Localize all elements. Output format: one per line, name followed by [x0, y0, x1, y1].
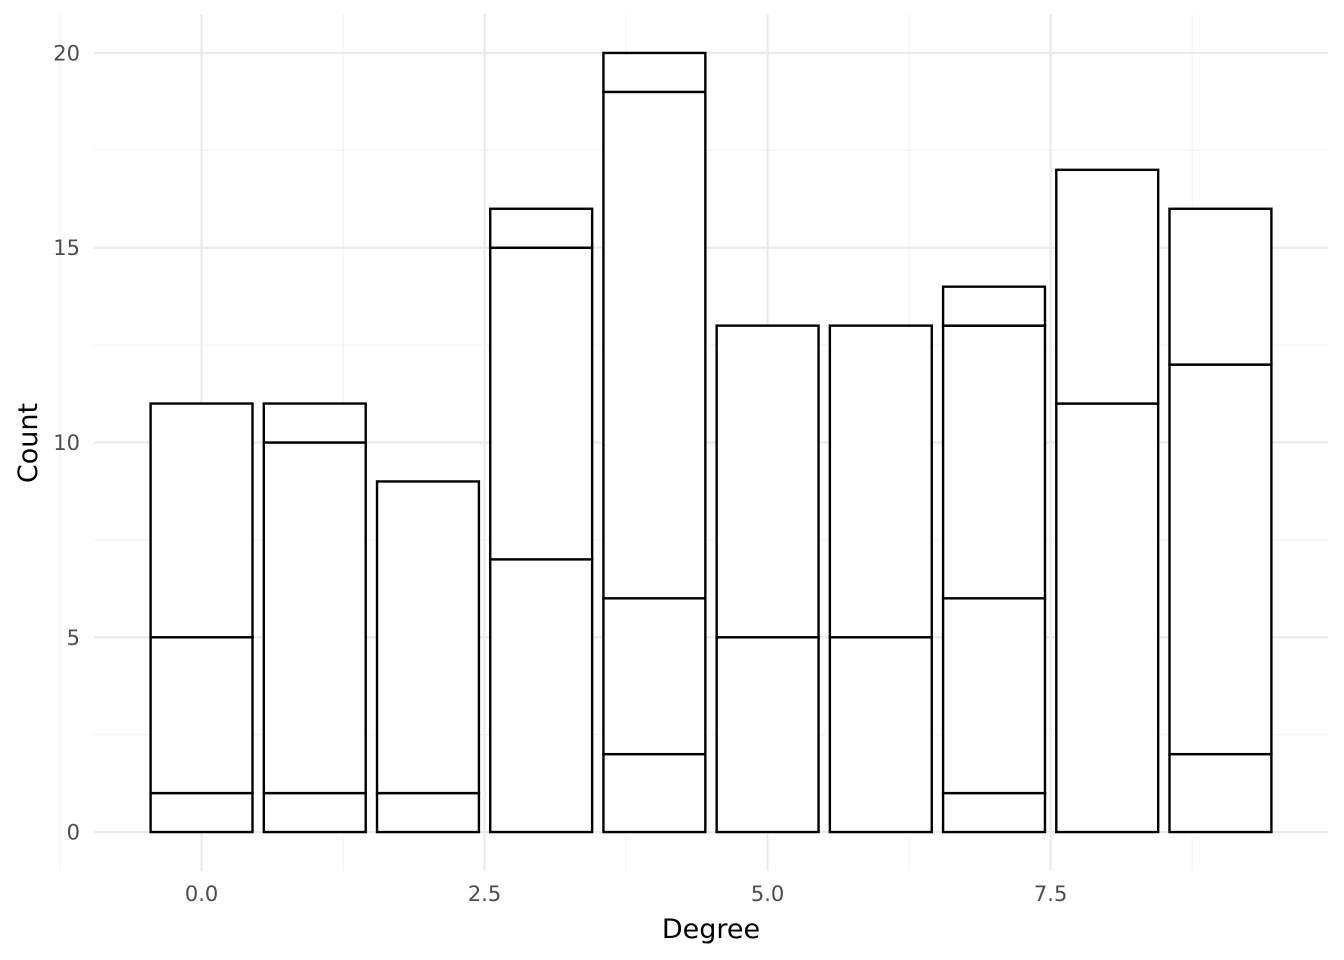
bar: [149, 402, 254, 834]
bar-segment: [1055, 402, 1160, 834]
y-tick-label: 10: [53, 431, 80, 455]
bar-segment: [489, 246, 594, 561]
bar-segment: [149, 791, 254, 834]
x-axis-ticks: 0.0 2.5 5.0 7.5: [185, 882, 1067, 906]
bar-segment: [941, 324, 1047, 600]
bar-segment: [828, 636, 933, 834]
x-tick-label: 5.0: [751, 882, 784, 906]
bar-segment: [1055, 168, 1160, 405]
bar-segment: [262, 441, 367, 795]
y-tick-label: 20: [53, 41, 80, 65]
bar-segment: [941, 597, 1047, 795]
bar-segment: [941, 285, 1047, 327]
bar-segment: [602, 51, 707, 94]
bars: [149, 51, 1273, 834]
bar-segment: [828, 324, 933, 639]
bar-segment: [602, 752, 707, 834]
bar: [1055, 168, 1160, 834]
bar-segment: [715, 324, 820, 639]
y-tick-label: 5: [67, 626, 80, 650]
x-tick-label: 7.5: [1034, 882, 1067, 906]
bar: [262, 402, 367, 834]
bar-segment: [1168, 363, 1273, 756]
x-tick-label: 2.5: [468, 882, 501, 906]
bar-segment: [149, 636, 254, 795]
bar-segment: [1168, 752, 1273, 834]
bar: [1168, 207, 1273, 834]
bar-segment: [489, 207, 594, 249]
bar-segment: [375, 480, 481, 795]
bar-segment: [941, 791, 1047, 834]
bar: [602, 51, 707, 834]
bar-segment: [149, 402, 254, 639]
bar: [375, 480, 481, 834]
x-axis-title: Degree: [662, 914, 760, 945]
bar-segment: [715, 636, 820, 834]
bar-segment: [602, 90, 707, 600]
y-axis-title: Count: [13, 403, 44, 483]
bar-segment: [489, 558, 594, 834]
bar-segment: [262, 402, 367, 444]
y-tick-label: 15: [53, 236, 80, 260]
bar: [715, 324, 820, 834]
bar-segment: [262, 791, 367, 834]
y-tick-label: 0: [67, 821, 80, 845]
bar-segment: [1168, 207, 1273, 366]
bar: [489, 207, 594, 834]
bar: [828, 324, 933, 834]
x-tick-label: 0.0: [185, 882, 218, 906]
y-axis-ticks: 0 5 10 15 20: [53, 41, 80, 844]
bar-segment: [375, 791, 481, 834]
bar: [941, 285, 1047, 834]
bar-segment: [602, 597, 707, 756]
